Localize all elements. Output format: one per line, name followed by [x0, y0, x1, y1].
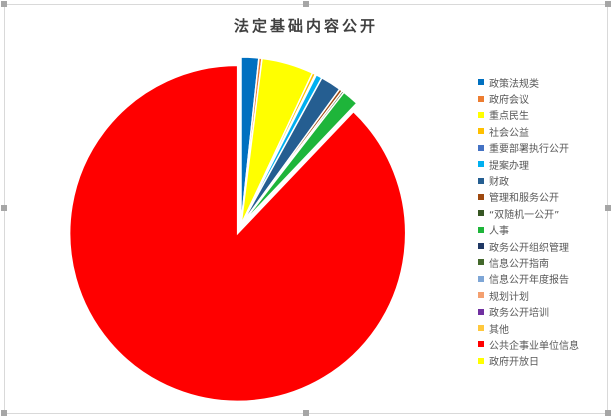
legend-label: 其他 [489, 324, 509, 336]
legend-item: 规划计划 [478, 287, 579, 303]
pie-slice-9 [240, 91, 358, 226]
legend-label: 重点民生 [489, 111, 529, 123]
legend-item: “双随机一公开” [478, 205, 579, 221]
legend-swatch [478, 111, 484, 118]
resize-handle[interactable] [1, 410, 7, 416]
legend-item: 政务公开组织管理 [478, 238, 579, 254]
legend-item: 信息公开指南 [478, 254, 579, 270]
legend-swatch [478, 341, 484, 348]
resize-handle[interactable] [1, 205, 7, 211]
legend-label: 管理和服务公开 [489, 193, 559, 205]
legend-swatch [478, 95, 484, 102]
legend-label: “双随机一公开” [489, 209, 560, 221]
legend-label: 政府开放日 [489, 357, 539, 369]
legend-swatch [478, 79, 484, 86]
legend-item: 政策法规类 [478, 74, 579, 90]
legend-swatch [478, 210, 484, 217]
legend-swatch [478, 308, 484, 315]
legend-label: 社会公益 [489, 127, 529, 139]
resize-handle[interactable] [605, 410, 611, 416]
legend-label: 政府会议 [489, 95, 529, 107]
legend-swatch [478, 325, 484, 332]
legend-label: 政策法规类 [489, 78, 539, 90]
resize-handle[interactable] [605, 205, 611, 211]
pie-slice-16 [68, 64, 407, 403]
legend-swatch [478, 226, 484, 233]
legend-swatch [478, 357, 484, 364]
legend-label: 政务公开组织管理 [489, 242, 569, 254]
legend-swatch [478, 259, 484, 266]
legend-label: 人事 [489, 226, 509, 238]
legend-swatch [478, 243, 484, 250]
legend: 政策法规类政府会议重点民生社会公益重要部署执行公开 提案办理财政管理和服务公开 “双… [478, 74, 579, 369]
legend-label: 提案办理 [489, 160, 529, 172]
legend-item: 信息公开年度报告 [478, 271, 579, 287]
legend-item: 社会公益 [478, 123, 579, 139]
legend-swatch [478, 292, 484, 299]
legend-item: 其他 [478, 320, 579, 336]
legend-item: 人事 [478, 222, 579, 238]
legend-item: 公共企事业单位信息 [478, 336, 579, 352]
legend-item: 重点民生 [478, 107, 579, 123]
legend-label: 规划计划 [489, 291, 529, 303]
legend-item: 政府开放日 [478, 353, 579, 369]
legend-item: 管理和服务公开 [478, 189, 579, 205]
legend-swatch [478, 161, 484, 168]
chart-title: 法定基础内容公开 [233, 17, 378, 35]
legend-item: 重要部署执行公开 [478, 140, 579, 156]
resize-handle[interactable] [303, 410, 309, 416]
legend-swatch [478, 275, 484, 282]
legend-swatch [478, 144, 484, 151]
legend-label: 公共企事业单位信息 [489, 340, 579, 352]
resize-handle[interactable] [1, 1, 7, 7]
legend-label: 政务公开培训 [489, 308, 549, 320]
legend-item: 提案办理 [478, 156, 579, 172]
legend-swatch [478, 193, 484, 200]
resize-handle[interactable] [303, 1, 309, 7]
legend-item: 政务公开培训 [478, 303, 579, 319]
legend-label: 重要部署执行公开 [489, 144, 569, 156]
legend-swatch [478, 128, 484, 135]
legend-label: 信息公开年度报告 [489, 275, 569, 287]
legend-label: 财政 [489, 177, 509, 189]
legend-swatch [478, 177, 484, 184]
resize-handle[interactable] [605, 1, 611, 7]
legend-item: 财政 [478, 172, 579, 188]
legend-label: 信息公开指南 [489, 258, 549, 270]
legend-item: 政府会议 [478, 90, 579, 106]
